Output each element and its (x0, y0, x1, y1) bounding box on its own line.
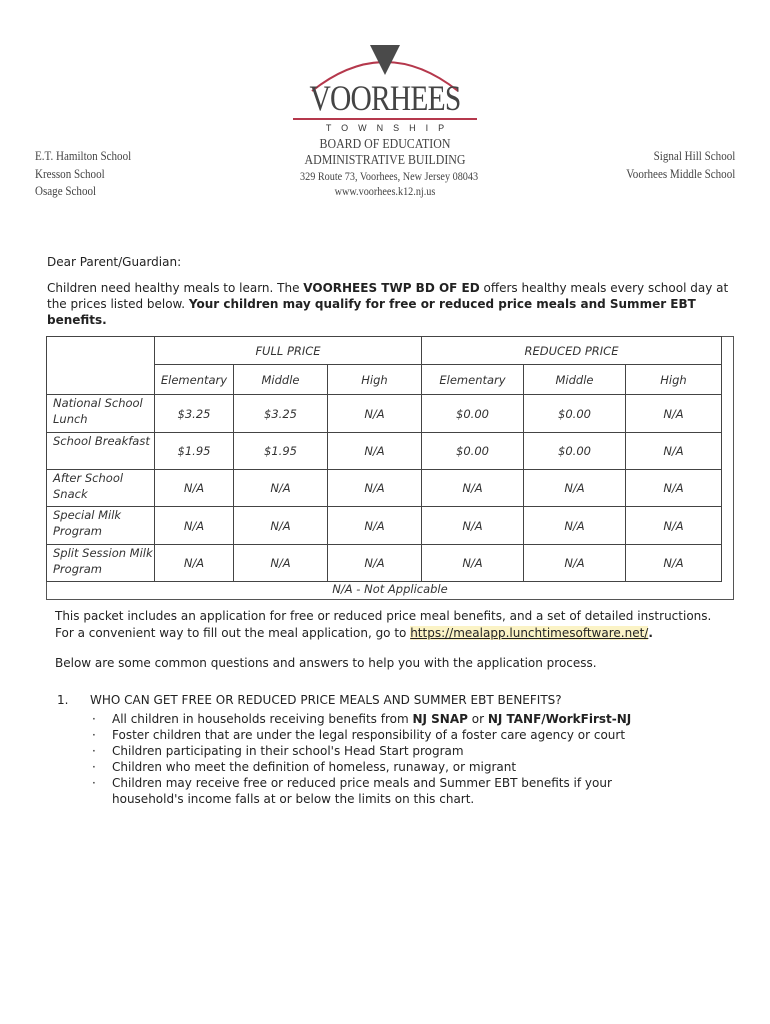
column-header: Elementary (421, 364, 524, 396)
price-cell: N/A (421, 506, 524, 545)
table-footnote: N/A - Not Applicable (332, 582, 448, 596)
price-cell: N/A (625, 469, 722, 508)
price-table-frame: FULL PRICE REDUCED PRICE Elementary Midd… (46, 335, 734, 600)
township-label: TOWNSHIP (325, 123, 455, 133)
question-number: 1. (57, 693, 69, 707)
price-cell: $0.00 (421, 394, 524, 433)
link-period: . (648, 626, 653, 640)
table-row: School Breakfast $1.95 $1.95 N/A $0.00 $0.00 N… (46, 431, 722, 471)
school-name: E.T. Hamilton School (35, 148, 132, 163)
price-cell: $3.25 (154, 394, 234, 433)
price-cell: N/A (625, 431, 722, 471)
board-name: BOARD OF EDUCATION (319, 137, 451, 152)
item-text: All children in households receiving ben… (112, 712, 413, 726)
price-cell: N/A (154, 543, 234, 583)
price-cell: N/A (523, 543, 626, 583)
list-item: Children may receive free or reduced pri… (90, 775, 672, 807)
price-cell: N/A (327, 543, 422, 583)
row-label: School Breakfast (46, 431, 155, 471)
brand-wordmark: VOORHEES (309, 78, 462, 118)
column-header: Middle (233, 364, 328, 396)
price-cell: $3.25 (233, 394, 328, 433)
qualify-statement: Your children may qualify for free or re… (47, 297, 696, 327)
left-school-list: E.T. Hamilton School Kresson School Osag… (35, 147, 131, 200)
greeting: Dear Parent/Guardian: (47, 255, 182, 269)
price-cell: $0.00 (523, 394, 626, 433)
price-cell: N/A (625, 543, 722, 583)
program-name: NJ TANF/WorkFirst-NJ (487, 712, 632, 726)
eligibility-list: All children in households receiving ben… (90, 711, 740, 807)
packet-text: This packet includes an application for … (55, 609, 712, 623)
item-text: or (467, 712, 488, 726)
table-row: After School Snack N/A N/A N/A N/A N/A N/A (46, 469, 722, 508)
price-cell: $0.00 (523, 431, 626, 471)
price-cell: N/A (327, 506, 422, 545)
group-header: FULL PRICE (154, 335, 422, 366)
price-cell: $0.00 (421, 431, 524, 471)
price-cell: N/A (523, 469, 626, 508)
brand-rule (293, 118, 477, 120)
school-name: Voorhees Middle School (625, 165, 735, 181)
row-label: After School Snack (46, 469, 155, 508)
table-row: Split Session Milk Program N/A N/A N/A N/A N/… (46, 543, 722, 583)
question-1: WHO CAN GET FREE OR REDUCED PRICE MEALS … (90, 692, 740, 807)
packet-text: For a convenient way to fill out the mea… (55, 626, 411, 640)
intro-paragraph: Children need healthy meals to learn. Th… (47, 280, 737, 328)
program-name: NJ SNAP (412, 712, 468, 726)
price-cell: N/A (233, 506, 328, 545)
table-row: Special Milk Program N/A N/A N/A N/A N/A N/A (46, 506, 722, 545)
intro-text: Children need healthy meals to learn. Th… (47, 281, 304, 295)
school-name: Osage School (35, 183, 97, 198)
question-title: WHO CAN GET FREE OR REDUCED PRICE MEALS … (90, 693, 562, 707)
qa-intro: Below are some common questions and answ… (55, 656, 597, 670)
table-row: National School Lunch $3.25 $3.25 N/A $0.00 $… (46, 394, 722, 433)
price-cell: N/A (154, 469, 234, 508)
row-label: Special Milk Program (46, 506, 155, 545)
logo-arc-triangle-icon (311, 45, 459, 92)
price-cell: N/A (327, 431, 422, 471)
address: 329 Route 73, Voorhees, New Jersey 08043 (300, 169, 479, 183)
price-cell: N/A (327, 394, 422, 433)
price-cell: N/A (421, 469, 524, 508)
district-logo: VOORHEES TOWNSHIP BOARD OF EDUCATION ADM… (285, 40, 485, 199)
list-item: Foster children that are under the legal… (90, 727, 740, 743)
row-label: Split Session Milk Program (46, 543, 155, 583)
price-cell: N/A (625, 394, 722, 433)
corner-cell (46, 335, 155, 396)
row-label: National School Lunch (46, 394, 155, 433)
price-cell: N/A (625, 506, 722, 545)
column-header: High (625, 364, 722, 396)
column-header: Elementary (154, 364, 234, 396)
price-cell: N/A (421, 543, 524, 583)
building-name: ADMINISTRATIVE BUILDING (304, 153, 466, 168)
price-cell: N/A (327, 469, 422, 508)
price-cell: N/A (523, 506, 626, 545)
right-school-list: Signal Hill School Voorhees Middle Schoo… (626, 147, 735, 182)
list-item: Children participating in their school's… (90, 743, 740, 759)
list-item: All children in households receiving ben… (90, 711, 740, 727)
column-header: Middle (523, 364, 626, 396)
meal-price-table: FULL PRICE REDUCED PRICE Elementary Midd… (46, 335, 722, 583)
price-cell: N/A (233, 543, 328, 583)
price-cell: N/A (154, 506, 234, 545)
price-cell: $1.95 (233, 431, 328, 471)
intro-text: offers healthy meals every school day at… (47, 281, 729, 311)
column-header: High (327, 364, 422, 396)
group-header: REDUCED PRICE (421, 335, 722, 366)
meal-application-link[interactable]: https://mealapp.lunchtimesoftware.net/ (410, 626, 649, 640)
school-name: Kresson School (35, 165, 105, 181)
website: www.voorhees.k12.nj.us (334, 184, 436, 198)
price-cell: $1.95 (154, 431, 234, 471)
school-name: Signal Hill School (653, 148, 735, 163)
district-name: VOORHEES TWP BD OF ED (303, 281, 480, 295)
packet-paragraph: This packet includes an application for … (55, 608, 755, 642)
list-item: Children who meet the definition of home… (90, 759, 740, 775)
price-cell: N/A (233, 469, 328, 508)
